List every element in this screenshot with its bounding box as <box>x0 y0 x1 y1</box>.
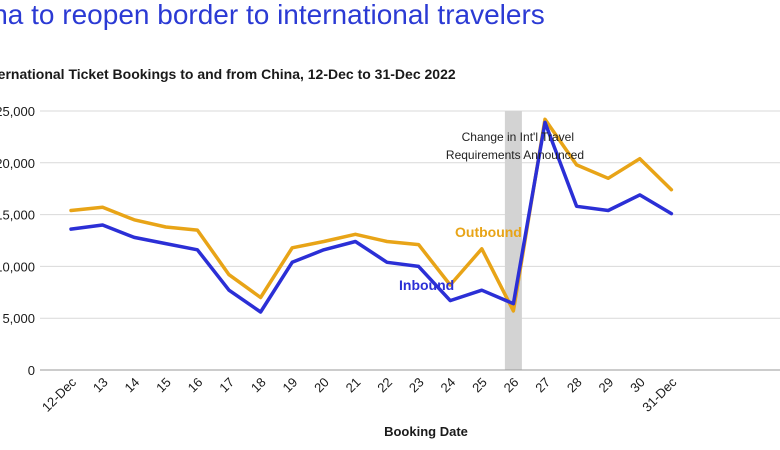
x-tick-label: 14 <box>121 375 142 396</box>
legend-label-outbound: Outbound <box>455 224 522 240</box>
chart-title: ternational Ticket Bookings to and from … <box>0 66 456 82</box>
x-tick-label: 23 <box>406 375 427 396</box>
series-line-outbound <box>69 117 674 313</box>
annotation-line-2: Requirements Announced <box>446 148 584 162</box>
x-tick-label: 29 <box>595 375 616 396</box>
x-axis-ticks: 12-Dec 13 14 15 16 17 18 19 20 21 22 23 24 25 26 27 28 29… <box>39 374 680 415</box>
x-tick-label: 15 <box>153 375 174 396</box>
y-tick-label: 15,000 <box>0 208 35 223</box>
series-line-inbound <box>69 120 674 314</box>
legend-label-inbound: Inbound <box>399 277 454 293</box>
y-tick-label: 20,000 <box>0 156 35 171</box>
y-tick-label: 25,000 <box>0 104 35 119</box>
x-axis-title: Booking Date <box>384 424 468 439</box>
x-tick-label: 22 <box>374 375 395 396</box>
x-tick-label: 12-Dec <box>39 374 80 415</box>
x-tick-label: 28 <box>564 375 585 396</box>
x-tick-label: 27 <box>532 375 553 396</box>
x-tick-label: 19 <box>279 375 300 396</box>
y-tick-label: 5,000 <box>2 311 35 326</box>
y-tick-label: 0 <box>28 363 35 378</box>
x-tick-label: 13 <box>90 375 111 396</box>
x-tick-label: 25 <box>469 375 490 396</box>
y-tick-label: 10,000 <box>0 259 35 274</box>
x-tick-label: 30 <box>627 375 648 396</box>
x-tick-label: 21 <box>343 375 364 396</box>
x-tick-label: 31-Dec <box>639 374 680 415</box>
x-tick-label: 17 <box>216 375 237 396</box>
x-tick-label: 24 <box>437 375 458 396</box>
y-axis-ticks: 0 5,000 10,000 15,000 20,000 25,000 <box>0 104 35 378</box>
series-lines <box>69 117 674 314</box>
annotation-line-1: Change in Int'l Travel <box>462 130 574 144</box>
x-tick-label: 18 <box>248 375 269 396</box>
x-tick-label: 16 <box>185 375 206 396</box>
page-headline: ina to reopen border to international tr… <box>0 0 545 30</box>
x-tick-label: 26 <box>501 375 522 396</box>
x-tick-label: 20 <box>311 375 332 396</box>
